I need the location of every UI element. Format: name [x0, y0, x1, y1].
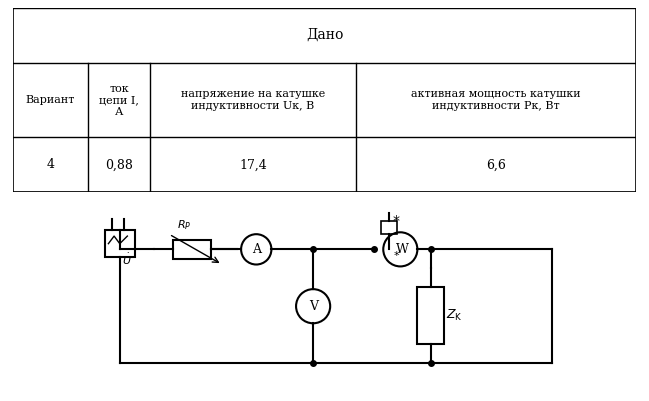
- Text: ток
цепи I,
А: ток цепи I, А: [99, 84, 139, 117]
- Text: активная мощность катушки
индуктивности Pк, Вт: активная мощность катушки индуктивности …: [411, 89, 581, 111]
- Text: $R_P$: $R_P$: [177, 219, 191, 232]
- Bar: [104, 231, 135, 257]
- Bar: [417, 287, 444, 344]
- Text: Дано: Дано: [306, 28, 343, 42]
- Text: $Z_\mathrm{K}$: $Z_\mathrm{K}$: [446, 308, 463, 323]
- Text: *: *: [394, 251, 399, 261]
- Bar: [173, 240, 211, 259]
- Text: V: V: [309, 300, 317, 313]
- Text: напряжение на катушке
индуктивности Uк, В: напряжение на катушке индуктивности Uк, …: [180, 89, 325, 111]
- Text: 0,88: 0,88: [105, 158, 133, 171]
- Text: 6,6: 6,6: [486, 158, 506, 171]
- Text: 4: 4: [46, 158, 55, 171]
- Bar: [382, 221, 397, 234]
- Text: $\dot{U}$: $\dot{U}$: [121, 251, 132, 267]
- Text: A: A: [252, 243, 261, 256]
- Text: *: *: [393, 215, 400, 229]
- Text: 17,4: 17,4: [239, 158, 267, 171]
- Text: Вариант: Вариант: [26, 95, 75, 105]
- Text: W: W: [396, 243, 409, 256]
